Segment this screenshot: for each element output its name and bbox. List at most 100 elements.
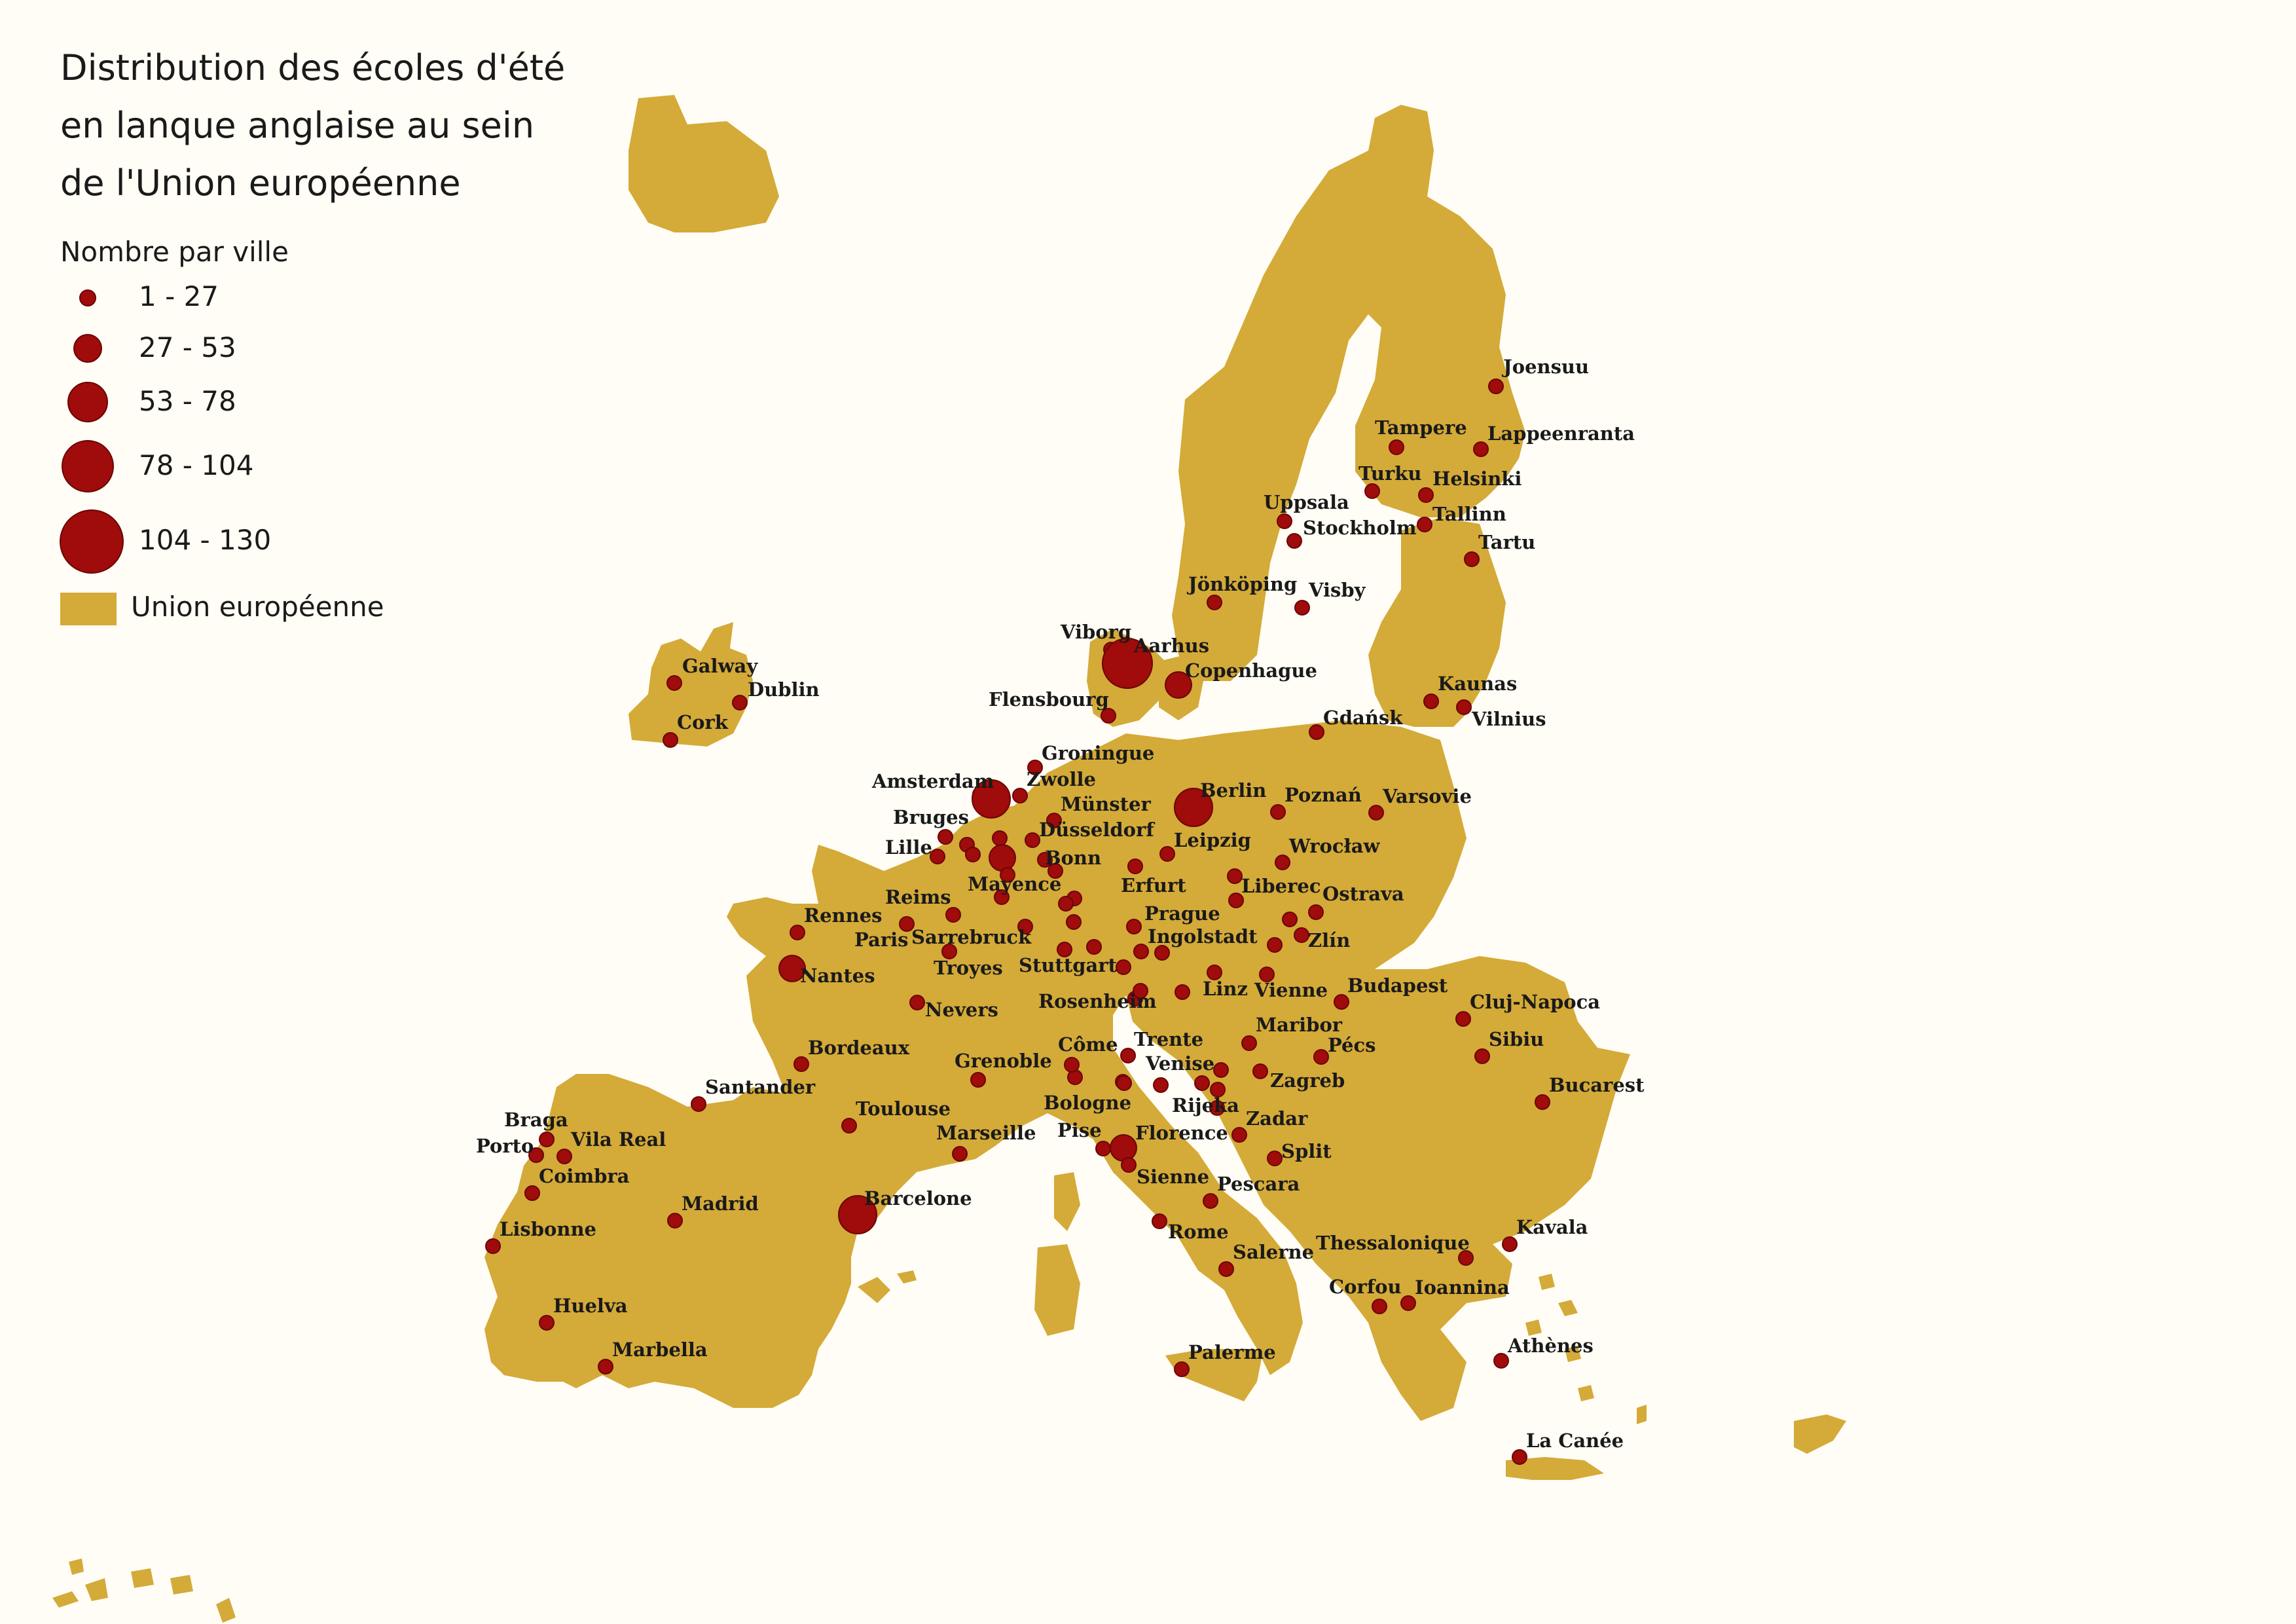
city-label-liberec: Liberec: [1241, 875, 1321, 897]
city-label-kavala: Kavala: [1516, 1216, 1588, 1238]
city-point-liberec: [1227, 868, 1243, 884]
city-label-nevers: Nevers: [925, 999, 998, 1021]
city-point-unlabelled: [1267, 937, 1283, 953]
city-label-thessalonique: Thessalonique: [1316, 1232, 1470, 1254]
city-label-rennes: Rennes: [804, 904, 883, 927]
city-point-maribor: [1241, 1035, 1257, 1051]
city-label-venise: Venise: [1145, 1052, 1214, 1075]
city-label-salerne: Salerne: [1233, 1241, 1314, 1263]
city-point-galway: [666, 675, 682, 691]
city-point-prague: [1126, 919, 1142, 934]
city-label-zwolle: Zwolle: [1027, 768, 1096, 790]
city-point-aarhus: [1102, 638, 1153, 689]
city-label-tampere: Tampere: [1375, 416, 1467, 439]
city-label-sarrebruck: Sarrebruck: [911, 926, 1032, 948]
city-point-zadar: [1231, 1127, 1247, 1143]
city-label-flensbourg: Flensbourg: [989, 688, 1109, 710]
land-iceland: [629, 95, 779, 232]
city-points: [485, 378, 1550, 1465]
city-point-helsinki: [1418, 487, 1434, 503]
city-point-rome: [1152, 1213, 1167, 1229]
city-point-cork: [663, 732, 678, 748]
city-label-porto: Porto: [476, 1135, 534, 1157]
city-point-lappeenranta: [1473, 441, 1489, 457]
city-label-maribor: Maribor: [1256, 1014, 1343, 1036]
city-label-nantes: Nantes: [800, 965, 875, 987]
city-point-marbella: [598, 1359, 613, 1375]
legend-label-class-2: 27 - 53: [139, 331, 236, 363]
city-label-cork: Cork: [677, 711, 729, 733]
city-point-toulouse: [841, 1118, 857, 1134]
city-label-zagreb: Zagreb: [1270, 1069, 1345, 1092]
city-point-unlabelled: [992, 830, 1008, 846]
city-point-unlabelled: [1213, 1062, 1229, 1078]
land-mallorca: [858, 1277, 890, 1303]
city-point-porto: [528, 1147, 544, 1163]
city-point-troyes: [941, 944, 957, 959]
city-label-munster: Münster: [1061, 793, 1151, 815]
city-point-unlabelled: [1154, 945, 1170, 961]
city-point-vilnius: [1456, 699, 1472, 715]
city-label-stuttgart: Stuttgart: [1019, 954, 1118, 976]
city-point-rosenheim: [1133, 983, 1148, 999]
city-label-helsinki: Helsinki: [1432, 468, 1522, 490]
city-label-troyes: Troyes: [934, 957, 1003, 979]
city-label-ioannina: Ioannina: [1415, 1276, 1510, 1299]
city-point-unlabelled: [1228, 893, 1244, 908]
legend-point-class-2: [73, 334, 102, 363]
land-menorca: [897, 1270, 917, 1283]
city-point-joensuu: [1488, 378, 1504, 394]
city-point-budapest: [1334, 994, 1349, 1010]
city-point-tartu: [1464, 551, 1480, 567]
city-label-lappeenranta: Lappeenranta: [1487, 422, 1635, 445]
city-point-visby: [1294, 600, 1310, 616]
city-label-groningue: Groningue: [1042, 742, 1154, 764]
city-point-berlin: [1174, 788, 1213, 827]
city-point-kavala: [1502, 1236, 1518, 1252]
city-label-pecs: Pécs: [1328, 1034, 1376, 1056]
city-point-unlabelled: [1175, 984, 1190, 1000]
city-point-stuttgart: [1057, 942, 1072, 957]
city-point-zagreb: [1252, 1063, 1268, 1079]
city-label-sienne: Sienne: [1137, 1166, 1209, 1188]
city-label-uppsala: Uppsala: [1264, 491, 1349, 513]
city-point-munster: [1046, 813, 1062, 828]
city-label-paris: Paris: [854, 929, 908, 951]
city-label-barcelone: Barcelone: [864, 1187, 972, 1209]
city-label-athenes: Athènes: [1507, 1335, 1594, 1357]
legend-point-class-1: [79, 289, 96, 306]
city-point-mayence: [1000, 867, 1015, 883]
legend-area-swatch: [60, 593, 117, 625]
city-point-unlabelled: [994, 889, 1010, 905]
land-scandinavia: [1172, 105, 1525, 681]
city-point-nevers: [909, 995, 925, 1010]
city-label-kaunas: Kaunas: [1438, 673, 1517, 695]
title-line-1: Distribution des écoles d'été: [60, 47, 566, 88]
city-point-unlabelled: [965, 847, 981, 862]
city-point-come: [1064, 1057, 1080, 1073]
city-label-marseille: Marseille: [936, 1122, 1036, 1144]
city-point-la-canee: [1512, 1449, 1527, 1465]
city-label-visby: Visby: [1308, 579, 1366, 601]
title-line-2: en lanque anglaise au sein: [60, 105, 535, 146]
city-label-viborg: Viborg: [1060, 621, 1131, 643]
city-point-amsterdam: [972, 779, 1011, 819]
city-point-dusseldorf: [1025, 832, 1040, 848]
city-label-joensuu: Joensuu: [1501, 356, 1589, 378]
city-point-wroc-aw: [1275, 855, 1290, 870]
city-label-bonn: Bonn: [1045, 847, 1101, 869]
city-point-sienne: [1121, 1157, 1137, 1173]
city-label-reims: Reims: [885, 886, 951, 908]
city-point-unlabelled: [1058, 896, 1074, 912]
legend-symbols: [60, 289, 124, 625]
city-label-split: Split: [1281, 1140, 1332, 1162]
city-label-la-canee: La Canée: [1526, 1430, 1624, 1452]
city-label-corfou: Corfou: [1329, 1276, 1402, 1298]
city-label-pescara: Pescara: [1217, 1173, 1300, 1195]
city-label-bologne: Bologne: [1044, 1092, 1131, 1114]
city-point-santander: [691, 1096, 706, 1112]
city-label-ingolstadt: Ingolstadt: [1148, 925, 1258, 948]
city-point-lille: [930, 849, 945, 864]
